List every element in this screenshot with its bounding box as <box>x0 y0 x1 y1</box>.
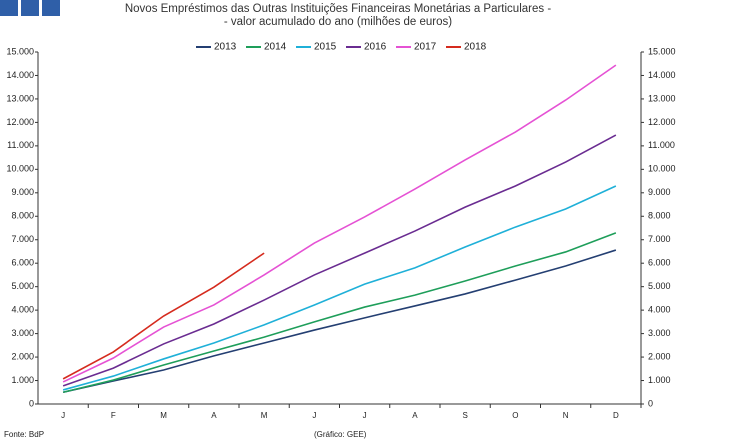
y-tick-label: 13.000 <box>6 93 34 103</box>
y2-tick-label: 3.000 <box>648 328 671 338</box>
y-tick-label: 12.000 <box>6 117 34 127</box>
y2-tick-label: 0 <box>648 398 653 408</box>
chart-title: Novos Empréstimos das Outras Instituiçõe… <box>125 3 551 15</box>
x-tick-label: M <box>160 411 167 420</box>
x-tick-label: S <box>462 411 467 420</box>
y-tick-label: 9.000 <box>11 187 34 197</box>
y2-tick-label: 8.000 <box>648 211 671 221</box>
y-tick-label: 10.000 <box>6 164 34 174</box>
x-tick-label: D <box>613 411 619 420</box>
y-tick-label: 2.000 <box>11 351 34 361</box>
line-series <box>62 64 617 383</box>
x-tick-label: F <box>111 411 116 420</box>
y2-tick-label: 5.000 <box>648 281 671 291</box>
source: Fonte: BdP <box>4 430 44 439</box>
line-series <box>62 185 617 391</box>
legend-label: 2016 <box>364 42 387 53</box>
x-tick-label: J <box>61 411 65 420</box>
legend-label: 2017 <box>414 42 437 53</box>
line-series <box>62 134 617 387</box>
y-tick-label: 5.000 <box>11 281 34 291</box>
logo-square <box>21 0 39 16</box>
x-tick-label: O <box>512 411 518 420</box>
legend-label: 2018 <box>464 42 487 53</box>
x-tick-label: J <box>363 411 367 420</box>
y-tick-label: 14.000 <box>6 70 34 80</box>
logo-square <box>0 0 18 16</box>
legend-label: 2015 <box>314 42 337 53</box>
y-tick-label: 11.000 <box>7 140 34 150</box>
x-tick-label: M <box>261 411 268 420</box>
y-tick-label: 1.000 <box>11 375 34 385</box>
line-series <box>62 249 617 394</box>
y-tick-label: 4.000 <box>11 305 34 315</box>
line-series <box>62 252 265 380</box>
y2-tick-label: 12.000 <box>648 117 676 127</box>
logo-square <box>42 0 60 16</box>
y2-tick-label: 11.000 <box>648 140 675 150</box>
legend-label: 2013 <box>214 42 237 53</box>
x-tick-label: A <box>211 411 217 420</box>
legend-label: 2014 <box>264 42 287 53</box>
y2-tick-label: 13.000 <box>648 93 676 103</box>
y2-tick-label: 6.000 <box>648 258 671 268</box>
y-tick-label: 15.000 <box>6 46 34 56</box>
y-tick-label: 3.000 <box>11 328 34 338</box>
y-tick-label: 0 <box>29 398 34 408</box>
y2-tick-label: 2.000 <box>648 351 671 361</box>
x-tick-label: A <box>412 411 418 420</box>
x-tick-label: N <box>563 411 569 420</box>
y2-tick-label: 7.000 <box>648 234 671 244</box>
chart-subtitle: - valor acumulado do ano (milhões de eur… <box>224 16 452 28</box>
credit: (Gráfico: GEE) <box>314 430 367 439</box>
y2-tick-label: 14.000 <box>648 70 676 80</box>
y2-tick-label: 10.000 <box>648 164 676 174</box>
y2-tick-label: 15.000 <box>648 46 676 56</box>
y-tick-label: 6.000 <box>11 258 34 268</box>
y2-tick-label: 4.000 <box>648 305 671 315</box>
y-tick-label: 7.000 <box>11 234 34 244</box>
y2-tick-label: 1.000 <box>648 375 671 385</box>
y-tick-label: 8.000 <box>11 211 34 221</box>
x-tick-label: J <box>312 411 316 420</box>
y2-tick-label: 9.000 <box>648 187 671 197</box>
line-series <box>62 232 617 394</box>
